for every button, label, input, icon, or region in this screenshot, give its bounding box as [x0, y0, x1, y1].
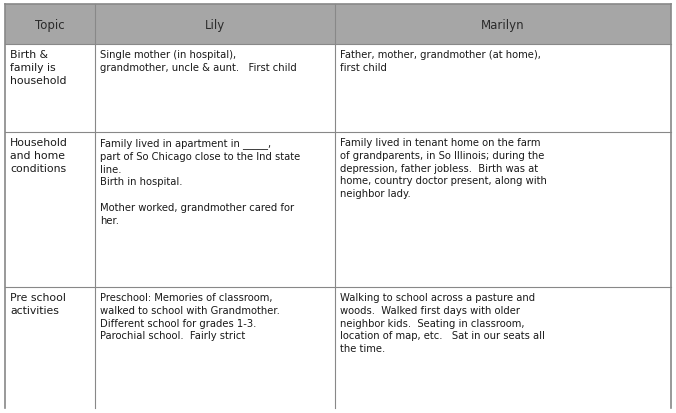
- Text: Preschool: Memories of classroom,
walked to school with Grandmother.
Different s: Preschool: Memories of classroom, walked…: [100, 292, 280, 341]
- Text: Pre school
activities: Pre school activities: [10, 292, 66, 315]
- Bar: [95, 133, 335, 287]
- Bar: [5, 45, 95, 133]
- Text: Topic: Topic: [35, 19, 65, 31]
- Text: Father, mother, grandmother (at home),
first child: Father, mother, grandmother (at home), f…: [339, 50, 541, 73]
- Bar: [335, 5, 671, 45]
- Bar: [335, 133, 671, 287]
- Bar: [5, 287, 95, 413]
- Bar: [335, 45, 671, 133]
- Text: Single mother (in hospital),
grandmother, uncle & aunt.   First child: Single mother (in hospital), grandmother…: [100, 50, 297, 73]
- Bar: [95, 5, 335, 45]
- Bar: [335, 287, 671, 413]
- Bar: [5, 5, 95, 45]
- Bar: [95, 287, 335, 413]
- Text: Family lived in tenant home on the farm
of grandparents, in So Illinois; during : Family lived in tenant home on the farm …: [339, 138, 546, 199]
- Text: Walking to school across a pasture and
woods.  Walked first days with older
neig: Walking to school across a pasture and w…: [339, 292, 545, 354]
- Bar: [5, 133, 95, 287]
- Text: Lily: Lily: [205, 19, 225, 31]
- Text: Household
and home
conditions: Household and home conditions: [10, 138, 68, 173]
- Bar: [95, 45, 335, 133]
- Text: Birth &
family is
household: Birth & family is household: [10, 50, 66, 85]
- Text: Marilyn: Marilyn: [481, 19, 525, 31]
- Text: Family lived in apartment in _____,
part of So Chicago close to the Ind state
li: Family lived in apartment in _____, part…: [100, 138, 300, 225]
